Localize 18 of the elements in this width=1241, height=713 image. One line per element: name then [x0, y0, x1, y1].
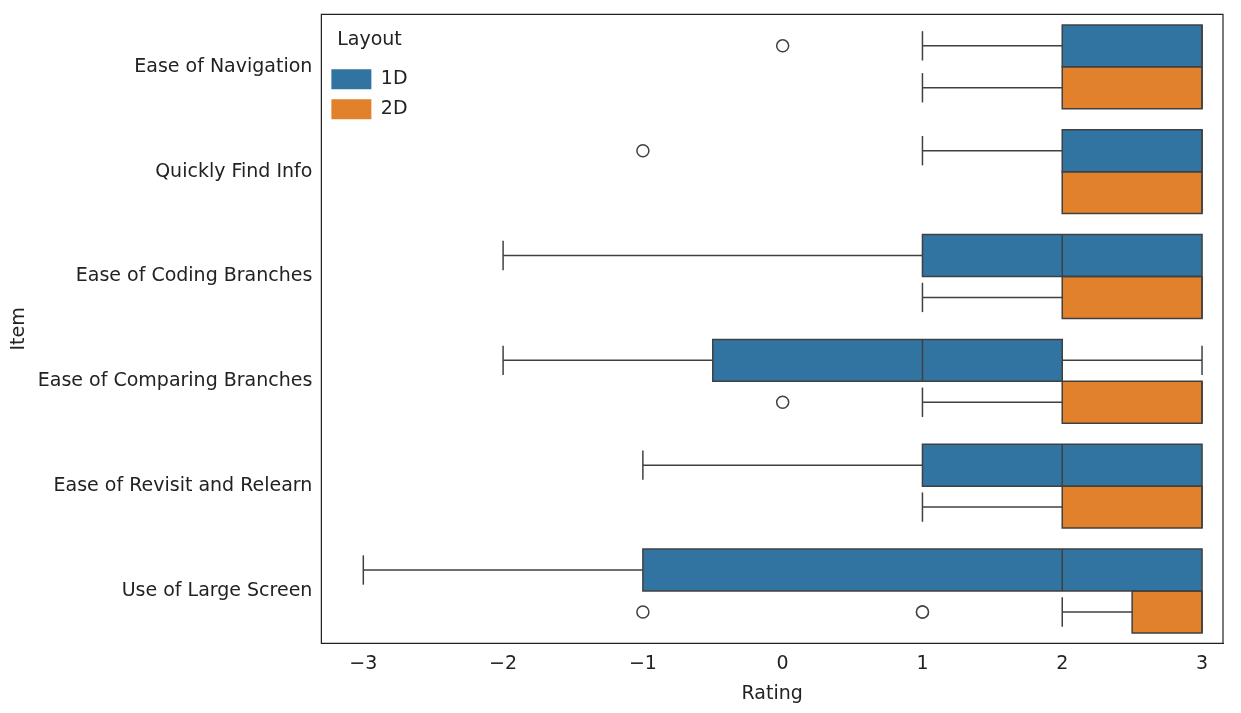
x-tick-label: 0: [776, 650, 789, 673]
x-tick-label: 1: [916, 650, 929, 673]
legend-label: 2D: [380, 96, 408, 119]
y-tick-label: Ease of Navigation: [134, 53, 313, 76]
y-tick-label: Ease of Coding Branches: [75, 263, 313, 286]
y-axis-title: Item: [6, 307, 29, 351]
y-tick-label: Ease of Revisit and Relearn: [53, 473, 313, 496]
y-tick-label: Use of Large Screen: [121, 577, 313, 600]
x-tick-label: 2: [1056, 650, 1069, 673]
x-tick-label: 3: [1195, 650, 1209, 673]
x-tick-label: −1: [628, 650, 657, 673]
legend-label: 1D: [380, 66, 408, 89]
y-tick-label: Quickly Find Info: [155, 158, 313, 181]
y-tick-label: Ease of Comparing Branches: [37, 368, 313, 391]
x-axis-title: Rating: [741, 680, 803, 703]
x-tick-label: −3: [349, 650, 378, 673]
legend-title: Layout: [337, 26, 402, 49]
x-tick-label: −2: [489, 650, 518, 673]
